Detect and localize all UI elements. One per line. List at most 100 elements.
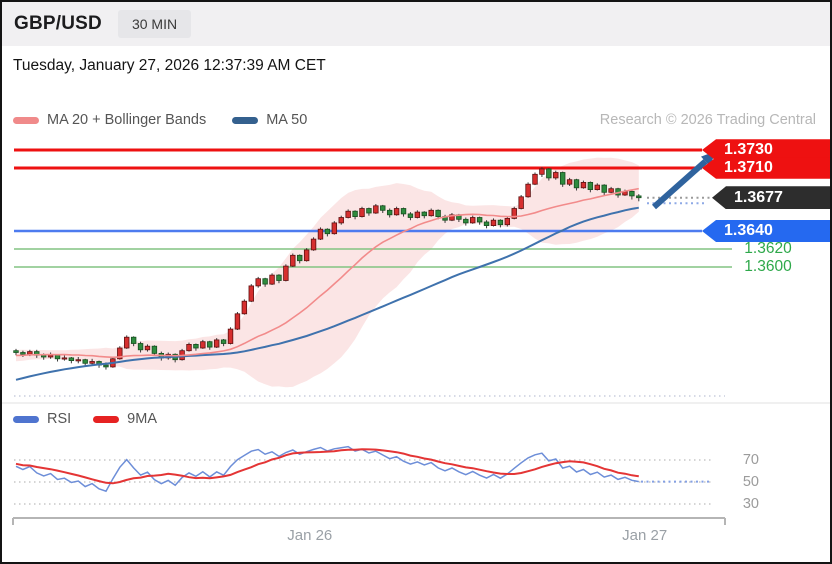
candle-body	[525, 183, 531, 198]
candle-body	[213, 339, 220, 348]
candle-body	[373, 205, 379, 214]
candle-body	[75, 359, 81, 362]
candle-body	[103, 364, 109, 368]
candle-body	[338, 217, 344, 224]
candle-body	[283, 265, 289, 281]
candle-body	[303, 249, 310, 262]
candle-body	[435, 209, 441, 218]
candle-body	[234, 313, 241, 330]
legend-label: RSI	[47, 411, 72, 427]
candle-body	[608, 188, 614, 193]
rsi-legend: RSI 9MA	[13, 411, 157, 427]
candle-body	[61, 357, 68, 360]
candle-body	[82, 359, 88, 364]
legend-item-9ma: 9MA	[93, 411, 157, 427]
price-label-support-1.3600: 1.3600	[744, 257, 792, 275]
candle-body	[539, 168, 545, 175]
candle-body	[137, 343, 144, 351]
price-tag-last-1.3677: 1.3677	[712, 186, 830, 210]
ma50-swatch-icon	[232, 116, 259, 124]
x-axis-label-jan-26: Jan 26	[287, 527, 333, 544]
price-tag-support-1.3640: 1.3640	[702, 220, 830, 242]
candle-body	[151, 345, 158, 354]
header-bar: GBP/USD 30 MIN	[2, 2, 830, 46]
candle-body	[566, 179, 573, 185]
candle-body	[386, 209, 393, 216]
candle-body	[532, 173, 538, 185]
candle-body	[400, 208, 407, 215]
candle-body	[629, 190, 635, 197]
symbol-title: GBP/USD	[14, 13, 102, 34]
price-tag-resistance-1.3730: 1.3730	[702, 139, 830, 161]
candle-body	[463, 218, 469, 224]
candle-body	[193, 343, 199, 349]
candle-body	[359, 208, 365, 218]
candle-body	[20, 352, 26, 355]
candle-body	[207, 341, 213, 348]
candle-body	[476, 217, 483, 223]
legend-item-rsi: RSI	[13, 411, 71, 427]
candle-body	[393, 208, 400, 216]
legend-label: MA 20 + Bollinger Bands	[47, 112, 207, 128]
candle-body	[117, 347, 123, 360]
candle-body	[352, 210, 358, 217]
candle-body	[497, 219, 504, 226]
candle-body	[255, 278, 261, 287]
ma20-line	[15, 187, 639, 359]
candle-body	[227, 328, 234, 344]
candle-body	[483, 221, 490, 226]
candle-body	[331, 222, 338, 235]
candle-body	[68, 357, 75, 361]
candle-body	[594, 184, 600, 191]
legend-item-ma50: MA 50	[232, 112, 307, 128]
candle-body	[490, 219, 497, 226]
candle-body	[186, 343, 192, 352]
candle-body	[518, 196, 524, 209]
candle-body	[89, 361, 95, 364]
legend-item-ma20-bollinger: MA 20 + Bollinger Bands	[13, 112, 206, 128]
candle-body	[220, 339, 227, 344]
candle-body	[290, 254, 296, 267]
main-legend: MA 20 + Bollinger Bands MA 50	[13, 112, 307, 128]
candle-body	[380, 205, 386, 211]
timeframe-badge: 30 MIN	[117, 10, 192, 38]
candle-body	[511, 208, 517, 219]
candle-body	[262, 278, 268, 285]
candle-body	[276, 274, 282, 281]
price-label-support-1.3620: 1.3620	[744, 239, 792, 257]
candle-body	[587, 181, 594, 190]
candle-body	[559, 172, 566, 185]
legend-label: MA 50	[266, 112, 308, 128]
candle-body	[573, 179, 580, 189]
candle-body	[248, 285, 254, 302]
rsi-level-label-70: 70	[742, 452, 759, 468]
ma20-bollinger-swatch-icon	[13, 116, 39, 124]
bullish-arrow-shaft	[652, 159, 708, 210]
candle-body	[317, 228, 324, 240]
candle-body	[601, 184, 607, 193]
rsi-9ma-swatch-icon	[93, 415, 120, 423]
candle-body	[449, 214, 455, 221]
rsi-9ma-line	[15, 448, 639, 485]
price-tag-resistance-1.3710: 1.3710	[702, 157, 830, 179]
candle-body	[421, 211, 427, 217]
candle-body	[241, 300, 248, 315]
x-axis-label-jan-27: Jan 27	[622, 527, 668, 544]
candle-body	[470, 217, 476, 224]
candle-body	[324, 228, 331, 235]
ma50-line	[15, 206, 639, 381]
candle-body	[407, 213, 414, 218]
legend-label: 9MA	[127, 411, 157, 427]
candle-body	[13, 350, 19, 353]
candle-body	[144, 345, 151, 351]
candle-body	[553, 172, 559, 179]
candle-body	[345, 210, 351, 218]
candle-body	[269, 274, 275, 285]
candle-body	[428, 209, 434, 217]
candle-body	[124, 336, 130, 349]
research-watermark: Research © 2026 Trading Central	[599, 112, 816, 128]
rsi-swatch-icon	[13, 415, 39, 423]
